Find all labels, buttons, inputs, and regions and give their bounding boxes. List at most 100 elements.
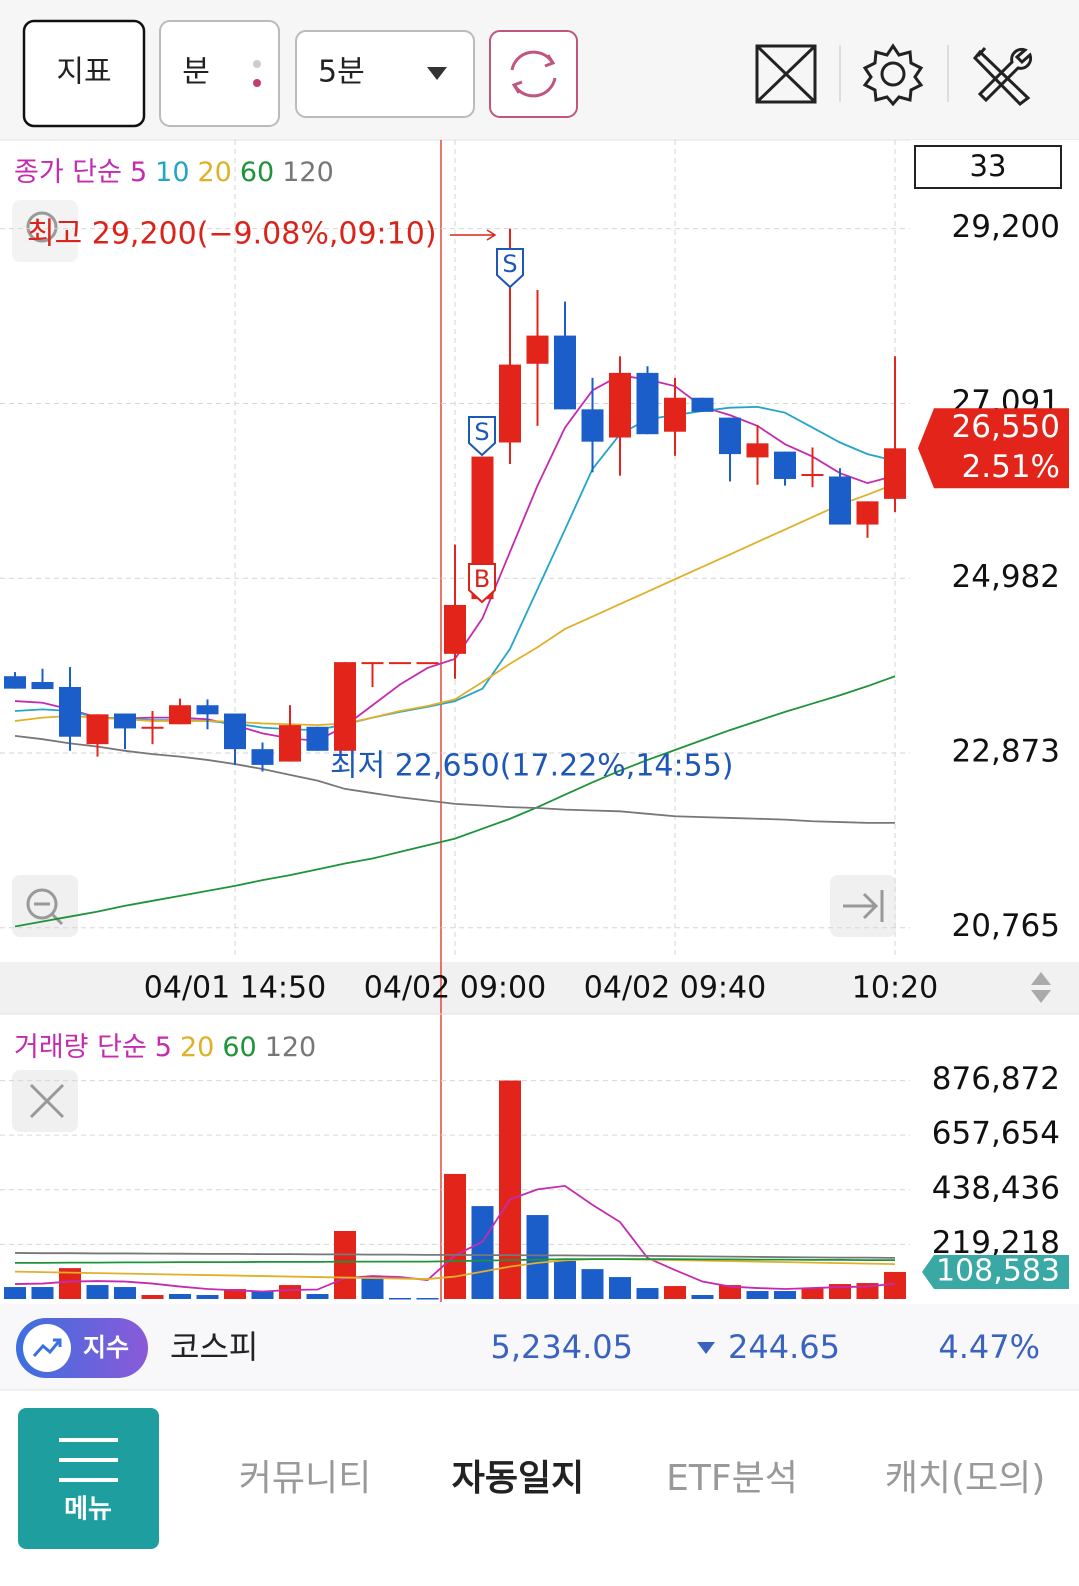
current-price: 26,550 [952,409,1060,445]
interval-label: 5분 [318,55,365,90]
signal-label: S [474,418,489,446]
candle-body [499,364,521,443]
indicator-button[interactable] [22,19,146,128]
time-axis-band [0,962,1079,1014]
legend-entry: 5 [130,157,147,188]
volume-bar [609,1277,631,1299]
volume-bar [664,1286,686,1299]
settings-icon[interactable] [862,43,924,107]
candle-body [389,662,411,665]
volume-bar [746,1291,769,1299]
candle-body [224,713,246,750]
refresh-button[interactable] [489,30,578,118]
volume-bar [526,1215,549,1299]
volume-bar [86,1285,109,1299]
nav-tab[interactable]: 커뮤니티 [239,1458,371,1499]
count-box [914,145,1062,189]
moving-average [14,734,895,824]
index-rate: 4.47% [938,1328,1040,1366]
y-tick-label: 20,765 [952,908,1060,944]
x-tick-label: 04/01 14:50 [144,971,326,1006]
volume-bar [141,1295,164,1299]
signal-marker [496,248,524,289]
legend-entry: 120 [265,1032,317,1063]
candle-body [774,451,796,479]
y-tick-label: 29,200 [952,209,1060,245]
legend-entry: 60 [222,1032,256,1063]
candle-body [829,476,851,525]
zoom-in-icon [26,211,58,243]
volume-bar [334,1230,356,1299]
current-price-box [918,408,1069,489]
unit-dot [253,60,261,68]
badge-label: 지수 [83,1333,129,1362]
unit-button[interactable] [159,20,280,127]
nav-tab[interactable]: ETF분석 [666,1458,798,1499]
legend-entry: 5 [155,1032,172,1063]
nav-tab[interactable]: 캐치(모의) [885,1458,1046,1499]
volume-bar [719,1285,741,1299]
candle-body [664,397,686,432]
candle-body [856,501,879,525]
nav-tab[interactable]: 자동일지 [452,1458,584,1499]
candle-body [306,726,329,751]
moving-average [15,1258,895,1264]
tools-icon[interactable] [972,47,1033,106]
volume-bar [471,1206,494,1299]
legend-title: 종가 단순 [14,157,122,188]
menu-icon [59,1438,118,1482]
count-label: 33 [970,149,1007,183]
zoom-in-button[interactable] [12,200,78,262]
candle-body [114,713,136,729]
candle-body [59,686,81,737]
moving-average [14,1258,896,1280]
dropdown-arrow [427,67,447,80]
axis-scroll[interactable] [1031,972,1051,1003]
moving-average [14,675,896,928]
price-axis-panel [910,140,1079,962]
candle-body [801,473,824,476]
x-tick-label: 10:20 [852,971,938,1006]
candle-body [4,676,26,689]
legend-entry: 20 [180,1032,214,1063]
moving-average [14,1252,896,1259]
menu-label: 메뉴 [64,1495,112,1525]
y-tick-label: 876,872 [932,1061,1060,1097]
expand-icon[interactable] [755,44,817,104]
y-tick-label: 24,982 [952,559,1060,595]
volume-bar [554,1260,576,1299]
moving-average [14,483,896,727]
down-arrow [697,1342,715,1354]
signal-marker [468,416,496,457]
candle-body [416,662,439,665]
y-tick-label: 219,218 [932,1225,1060,1261]
volume-bar [279,1285,301,1299]
volume-bar [361,1277,384,1299]
volume-bar [114,1287,136,1299]
candle-body [251,749,274,765]
y-tick-label: 438,436 [932,1170,1060,1206]
badge-icon [32,1338,62,1358]
signal-label: S [502,250,517,278]
volume-bar [801,1288,824,1299]
unit-label: 분 [182,55,210,90]
close-icon [29,1083,65,1119]
volume-bar [251,1291,274,1299]
y-tick-label: 657,654 [932,1116,1060,1152]
signal-marker [468,563,496,604]
candle-body [746,443,769,458]
volume-bar [444,1173,466,1299]
candle-body [361,662,384,665]
candle-body [609,372,631,438]
y-tick-label: 22,873 [952,734,1060,770]
candle-body [636,372,659,435]
interval-select[interactable] [295,30,475,118]
legend-entry: 120 [282,157,334,188]
legend-entry: 60 [240,157,274,188]
volume-bar [224,1289,246,1299]
candle-body [719,417,741,455]
legend: 종가 단순 5 10 20 60 120 [14,157,334,188]
candle-body [86,714,109,745]
